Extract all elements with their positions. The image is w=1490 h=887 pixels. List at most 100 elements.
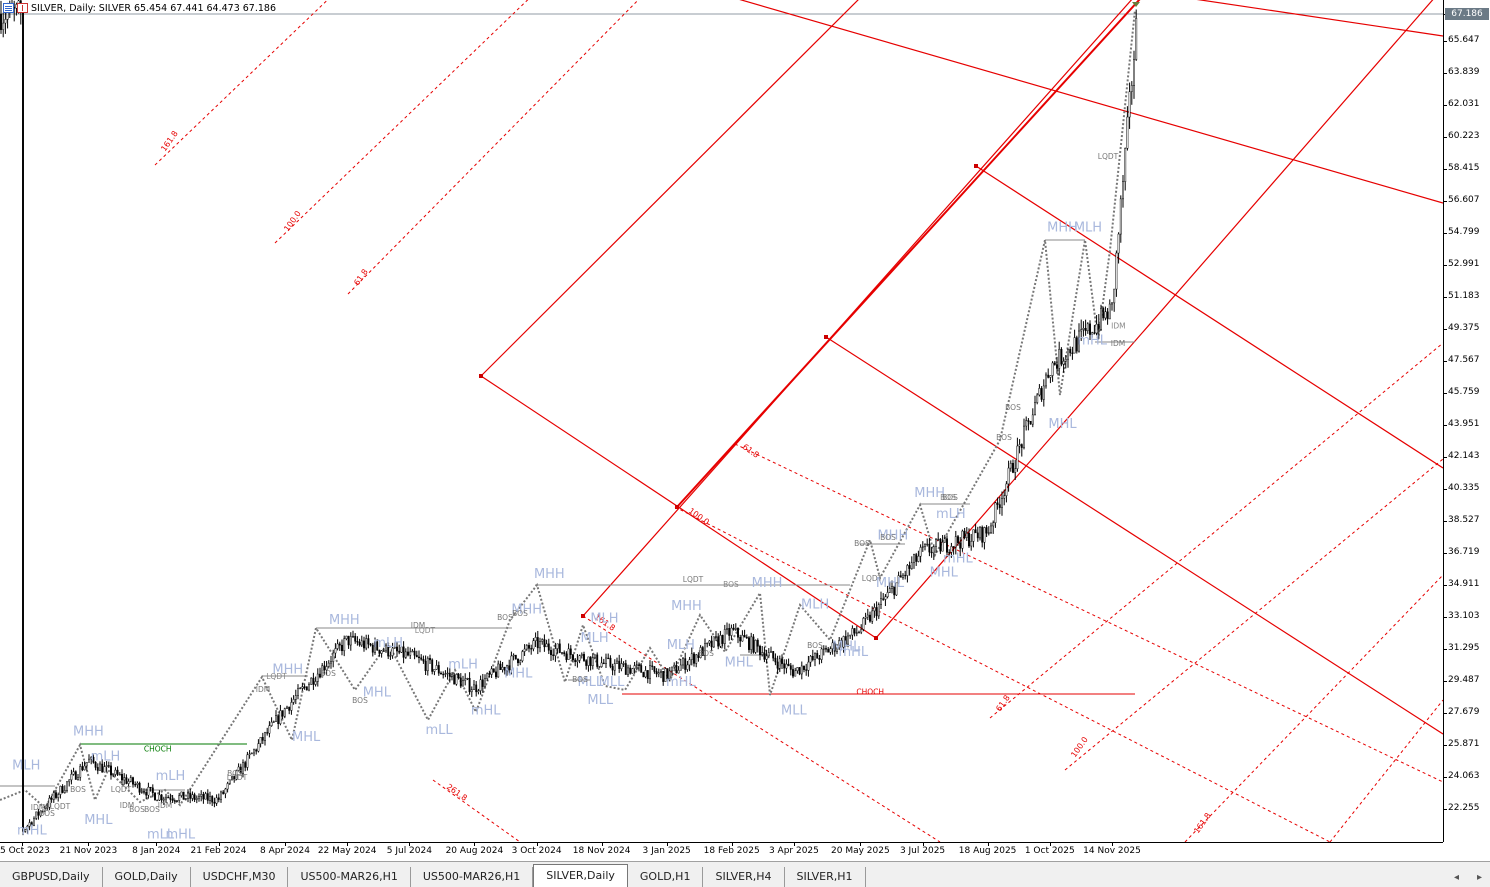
chart-tab[interactable]: SILVER,Daily [533, 864, 628, 887]
candle-body [814, 653, 816, 660]
candle-body [431, 659, 434, 672]
candle-body [1003, 495, 1006, 499]
chart-tab[interactable]: US500-MAR26,H1 [288, 867, 411, 887]
chart-tab[interactable]: SILVER,H4 [703, 867, 785, 887]
candle-body [189, 792, 192, 799]
price-tick [1444, 425, 1447, 427]
candle-body [147, 786, 150, 796]
candle-body [1025, 420, 1028, 427]
chart-tab[interactable]: GOLD,H1 [628, 867, 704, 887]
chart-tab[interactable]: GBPUSD,Daily [0, 867, 103, 887]
candle-body [343, 638, 346, 652]
candle-body [387, 644, 390, 657]
candle-body [783, 663, 786, 669]
price-tick [1444, 41, 1447, 43]
candle-body [231, 776, 233, 781]
tab-scroll-right-icon[interactable]: ▸ [1476, 872, 1482, 883]
candle-body [759, 646, 761, 656]
candle-body [558, 643, 561, 653]
chart-canvas[interactable]: 161.8 100.0 61.8 61.8 100.0 161.8 61.8 100.0 261… [0, 0, 1443, 842]
candle-body [624, 663, 627, 675]
candle-body [418, 656, 420, 659]
candle-body [57, 794, 60, 798]
chart-menu-icon[interactable] [3, 3, 14, 13]
candle-body [697, 654, 700, 658]
candle-body [519, 660, 522, 664]
candle-body [745, 636, 748, 639]
tab-scroll-left-icon[interactable]: ◂ [1453, 872, 1459, 883]
structure-label: mHL [666, 675, 696, 690]
candle-body [1126, 116, 1129, 149]
structure-label: MHL [725, 656, 754, 671]
candle-body [644, 670, 647, 678]
candle-body [1027, 420, 1030, 422]
candle-body [125, 777, 128, 784]
price-tick [1444, 361, 1447, 363]
candle-body [761, 652, 764, 656]
candle-body [176, 800, 178, 802]
candle-body [1005, 483, 1008, 496]
candle-body [792, 669, 794, 677]
candle-body [809, 656, 812, 663]
chart-tab[interactable]: US500-MAR26,H1 [411, 867, 534, 887]
candle-body [829, 648, 832, 653]
chart-ohlc-text: 65.454 67.441 64.473 67.186 [133, 2, 277, 14]
chart-type-icon[interactable] [17, 3, 28, 13]
candle-body [869, 614, 871, 622]
candle-body [413, 650, 416, 656]
candle-body [129, 777, 132, 782]
candle-body [110, 765, 112, 776]
candle-body [341, 644, 343, 652]
candle-body [1031, 414, 1034, 425]
candle-body [787, 663, 790, 666]
fib-level-label: 61.8 [741, 442, 761, 460]
candle-body [404, 651, 407, 658]
candle-body [556, 643, 559, 649]
candle-body [429, 658, 431, 661]
price-axis[interactable]: 67.186 65.647 63.839 62.031 60.223 58.415 56.6… [1443, 0, 1490, 842]
candle-body [44, 808, 46, 812]
candle-body [794, 670, 797, 677]
candle-body [609, 657, 612, 667]
candle-body [719, 635, 722, 647]
price-label: 40.335 [1448, 483, 1480, 494]
chart-tab[interactable]: USDCHF,M30 [191, 867, 289, 887]
candle-body [94, 762, 97, 768]
candle-body [657, 672, 660, 675]
candle-body [88, 758, 90, 763]
candle-body [160, 794, 163, 801]
small-structure-label: BOS [1005, 403, 1021, 412]
candle-body [349, 636, 352, 646]
price-label: 31.295 [1448, 643, 1480, 654]
candle-body [855, 632, 858, 634]
candle-body [140, 791, 143, 793]
time-axis[interactable]: 5 Oct 2023 21 Nov 2023 8 Jan 2024 21 Feb 20… [0, 842, 1443, 861]
candle-body [653, 666, 656, 672]
candle-body [202, 794, 205, 800]
candle-body [332, 652, 335, 662]
price-tick [1444, 777, 1447, 778]
time-tick [922, 843, 924, 846]
candle-body [490, 668, 493, 675]
candle-body [1056, 364, 1058, 369]
candle-body [1080, 329, 1083, 332]
candle-body [941, 542, 944, 552]
chart-tab[interactable]: GOLD,Daily [103, 867, 191, 887]
chart-tab[interactable]: SILVER,H1 [785, 867, 866, 887]
candle-body [79, 766, 82, 778]
candle-body [959, 542, 962, 549]
candle-body [875, 607, 878, 617]
candle-body [882, 598, 885, 600]
candle-body [880, 598, 882, 605]
time-tick [88, 843, 90, 846]
candle-body [484, 678, 486, 687]
structure-label: MLL [781, 703, 807, 718]
candle-body [314, 681, 317, 685]
chart-area[interactable]: 161.8 100.0 61.8 61.8 100.0 161.8 61.8 100.0 261… [0, 0, 1443, 842]
candle-body [156, 799, 159, 802]
time-tick [156, 843, 158, 846]
swing-zigzag [0, 9, 1136, 810]
candle-body [4, 19, 7, 24]
candle-body [545, 643, 548, 648]
chart-tabs-bar: GBPUSD,Daily GOLD,Daily USDCHF,M30 US500-MA… [0, 861, 1490, 887]
